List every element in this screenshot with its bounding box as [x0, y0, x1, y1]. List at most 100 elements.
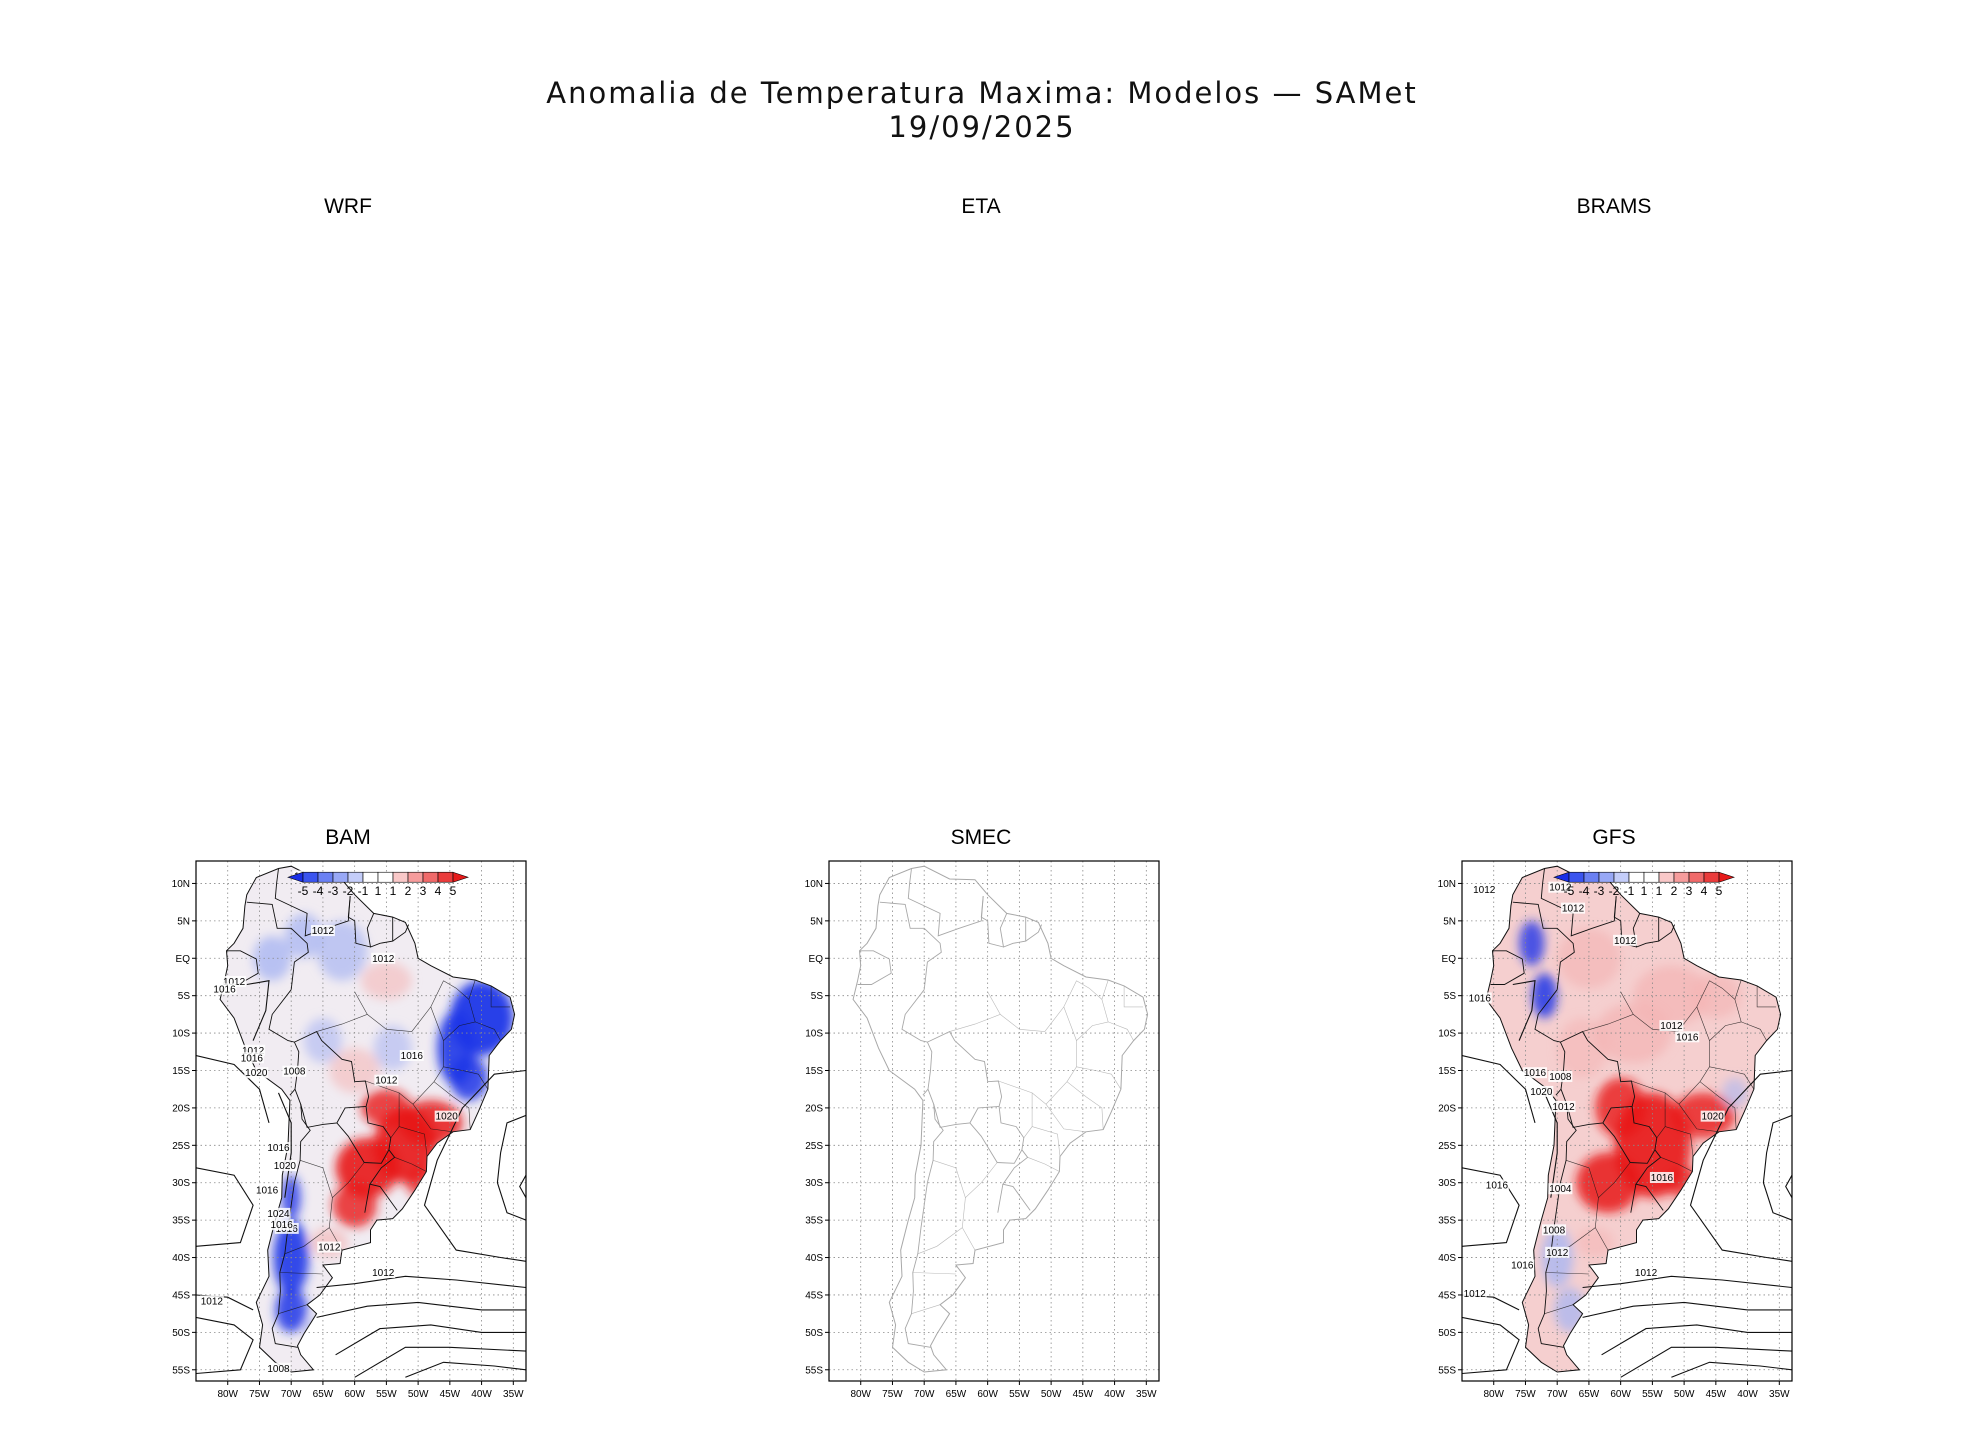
state-borders — [911, 979, 1144, 1314]
lon-tick-label: 65W — [1579, 1389, 1600, 1400]
state-border — [278, 1304, 308, 1314]
lat-tick-label: 45S — [172, 1290, 190, 1301]
state-border — [1101, 979, 1109, 1022]
lat-tick-label: 10N — [172, 879, 190, 890]
lat-tick-label: 35S — [805, 1216, 823, 1227]
anomaly-blob-20 — [303, 1317, 330, 1348]
lat-tick-label: 50S — [1438, 1328, 1456, 1339]
country-border — [879, 901, 942, 990]
state-border — [1656, 1092, 1666, 1138]
lat-tick-label: 5S — [1444, 991, 1457, 1002]
panel-title-brams: BRAMS — [1576, 195, 1652, 218]
lon-tick-label: 70W — [914, 1389, 935, 1400]
country-border — [904, 1104, 944, 1348]
lat-tick-label: 35S — [1438, 1216, 1456, 1227]
isobar-line — [335, 1324, 526, 1356]
anomaly-blob-5 — [405, 1167, 444, 1198]
isobar-line — [1543, 1092, 1558, 1198]
map-panel-bam: 1012101210121012101610121016102010081016… — [164, 853, 527, 1400]
lat-tick-label: 15S — [172, 1066, 190, 1077]
isobar-label-bg — [1548, 1070, 1573, 1082]
isobar-label-bg — [1659, 1020, 1684, 1032]
lat-tick-label: 5S — [178, 991, 191, 1002]
lat-tick-label: 35S — [172, 1216, 190, 1227]
colorbar-swatch — [302, 871, 319, 883]
isobar-label: 1012 — [1660, 1021, 1683, 1032]
isobar-line — [354, 1346, 526, 1378]
state-border — [1678, 1104, 1720, 1133]
state-border — [1566, 1160, 1599, 1198]
panel-title-smec: SMEC — [950, 826, 1012, 849]
axes: 10N 5N EQ 5S 10S 15S 20S 25S 30S 35S 40S 45S 50S 55S 8… — [172, 879, 525, 1400]
isobar-line — [1582, 1275, 1792, 1289]
anomaly-blob-9 — [1557, 1018, 1608, 1078]
colorbar-swatch — [332, 871, 349, 883]
map-bam: 1012101210121012101610121016102010081016… — [172, 860, 527, 1400]
country-border — [907, 868, 984, 937]
lat-tick-label: 15S — [1438, 1066, 1456, 1077]
lat-tick-label: 20S — [1438, 1103, 1456, 1114]
isobars — [1462, 980, 1792, 1378]
isobar-label: 1012 — [312, 926, 335, 937]
state-border — [443, 1021, 501, 1041]
isobar-label-bg — [255, 1184, 280, 1196]
colorbar-label: -4 — [313, 884, 324, 898]
state-border — [1076, 980, 1103, 1000]
state-border — [911, 1304, 941, 1314]
lat-tick-label: 30S — [172, 1178, 190, 1189]
colorbar-label: 2 — [405, 884, 412, 898]
lat-tick-label: 55S — [172, 1365, 190, 1376]
colorbar-swatch — [437, 871, 454, 883]
country-border — [347, 896, 371, 948]
lon-tick-label: 35W — [503, 1389, 524, 1400]
colorbar-label: 3 — [1686, 884, 1693, 898]
map-panel-gfs: 1012 1012 1012 1012 1016 1012 1016 1020 1008 1016… — [1430, 853, 1793, 1400]
isobar-label-bg — [199, 1295, 224, 1307]
lat-tick-label: EQ — [176, 954, 191, 965]
state-border — [1709, 1021, 1767, 1041]
isobar-label-bg — [1542, 1224, 1567, 1236]
lat-tick-label: 55S — [1438, 1365, 1456, 1376]
state-border — [949, 980, 1077, 1032]
isobar-line — [1620, 1346, 1792, 1378]
state-border — [1665, 1126, 1694, 1157]
lat-tick-label: 10S — [172, 1029, 190, 1040]
colorbar-label: -3 — [1594, 884, 1605, 898]
isobar-line — [277, 1092, 292, 1198]
colorbar-swatch — [392, 871, 409, 883]
colorbar-swatch — [347, 871, 364, 883]
isobar-label: 1020 — [274, 1161, 297, 1172]
isobar-label-bg — [1522, 1067, 1547, 1079]
colorbar-swatch — [362, 871, 379, 883]
isobar-label-bg — [1613, 934, 1638, 946]
lat-tick-label: 40S — [805, 1253, 823, 1264]
isobar-line — [1462, 1316, 1520, 1375]
isobar-label-bg — [1510, 1259, 1535, 1271]
isobar-label: 1016 — [271, 1220, 294, 1231]
colorbar-label: -3 — [328, 884, 339, 898]
lon-tick-label: 70W — [1547, 1389, 1568, 1400]
isobar-label-bg — [399, 1050, 424, 1062]
lon-tick-label: 65W — [313, 1389, 334, 1400]
isobar-label-bg — [310, 925, 335, 937]
state-border — [1045, 1104, 1087, 1133]
colorbar-swatch — [407, 871, 424, 883]
isobar-label: 1012 — [1464, 1289, 1487, 1300]
isobar-label: 1012 — [223, 977, 246, 988]
colorbar-label: -5 — [1564, 884, 1575, 898]
axes: 10N 5N EQ 5S 10S 15S 20S 25S 30S 35S 40S 45S 50S 55S 8… — [1438, 879, 1791, 1400]
colorbar-label: 1 — [1656, 884, 1663, 898]
colorbar-swatch — [1613, 871, 1630, 883]
colorbar-label: -1 — [358, 884, 369, 898]
borders — [857, 868, 1043, 1348]
isobar-line — [405, 1361, 526, 1378]
country-border — [392, 924, 410, 942]
state-border — [1709, 1066, 1755, 1090]
colorbar-end-high — [1718, 871, 1735, 883]
country-border — [999, 913, 1027, 948]
isobar-label-bg — [1545, 1246, 1570, 1258]
lat-tick-label: 40S — [1438, 1253, 1456, 1264]
colorbar-label: 5 — [1716, 884, 1723, 898]
isobar-label: 1012 — [1635, 1268, 1658, 1279]
isobar-label-bg — [1529, 1085, 1554, 1097]
